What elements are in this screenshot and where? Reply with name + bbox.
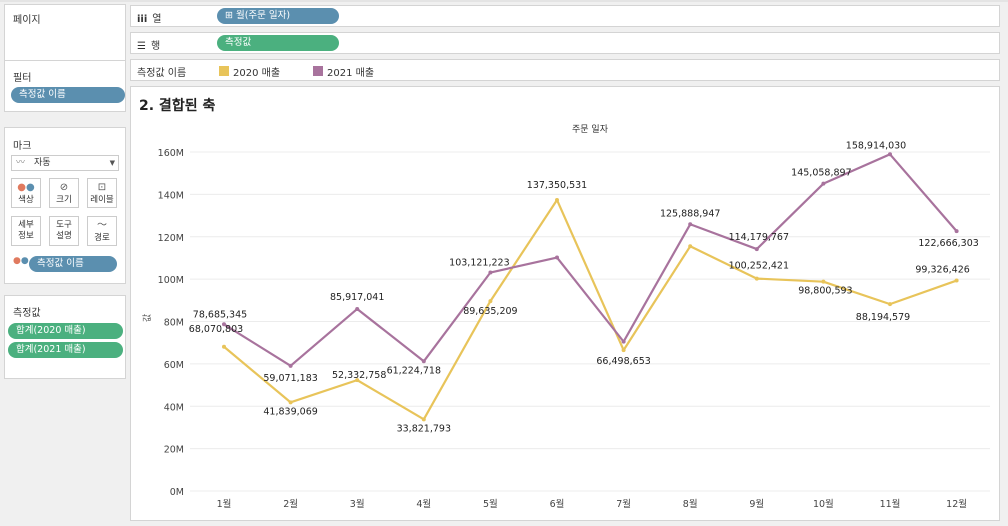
- label-icon: ⊡: [97, 182, 107, 193]
- columns-icon: iii: [137, 14, 148, 25]
- tooltip-button-label-1: 도구: [56, 220, 72, 230]
- legend-label-2020[interactable]: 2020 매출: [233, 68, 281, 79]
- mark-type-value: 자동: [34, 158, 51, 168]
- marks-card[interactable]: 마크 〰 자동 ▼ ●● 색상 ⊘ 크기 ⊡ 레이블 세부 정보 도구 설명 〜…: [4, 127, 126, 284]
- filters-card[interactable]: 필터 측정값 이름: [4, 60, 126, 112]
- rows-shelf[interactable]: ☰ 행 측정값: [130, 32, 1000, 54]
- pages-title: 페이지: [13, 15, 41, 26]
- chart-panel: 2. 결합된 축: [130, 86, 1000, 521]
- tooltip-button-label-2: 설명: [56, 231, 72, 241]
- size-icon: ⊘: [59, 182, 69, 193]
- rows-label-text: 행: [150, 41, 161, 52]
- detail-button-label-2: 정보: [18, 231, 34, 241]
- marks-pill-measure-names[interactable]: 측정값 이름: [29, 256, 117, 272]
- marks-title: 마크: [13, 141, 32, 152]
- path-button[interactable]: 〜 경로: [87, 216, 117, 246]
- detail-button[interactable]: 세부 정보: [11, 216, 41, 246]
- legend-swatch-2020: [219, 66, 229, 76]
- size-button[interactable]: ⊘ 크기: [49, 178, 79, 208]
- measure-values-card[interactable]: 측정값 합계(2020 매출) 합계(2021 매출): [4, 295, 126, 379]
- pages-card[interactable]: 페이지: [4, 4, 126, 64]
- legend-row: 측정값 이름 2020 매출 2021 매출: [130, 59, 1000, 81]
- measure-pill-2021[interactable]: 합계(2021 매출): [8, 342, 123, 358]
- size-button-label: 크기: [56, 195, 72, 205]
- color-button[interactable]: ●● 색상: [11, 178, 41, 208]
- label-button-label: 레이블: [90, 195, 114, 205]
- path-button-label: 경로: [94, 233, 110, 243]
- legend-swatch-2021: [313, 66, 323, 76]
- filter-pill-measure-names[interactable]: 측정값 이름: [11, 87, 125, 103]
- line-mark-icon: 〰: [16, 158, 26, 168]
- chevron-down-icon: ▼: [109, 159, 115, 167]
- measure-pill-2020[interactable]: 합계(2020 매출): [8, 323, 123, 339]
- top-border: [0, 0, 1008, 2]
- detail-button-label-1: 세부: [18, 220, 34, 230]
- sheet-title: 2. 결합된 축: [139, 98, 216, 114]
- color-dots-icon: ●●: [13, 256, 29, 266]
- columns-shelf[interactable]: iii 열 ⊞ 월(주문 일자): [130, 5, 1000, 27]
- mark-type-dropdown[interactable]: 〰 자동 ▼: [11, 155, 119, 171]
- columns-pill-month[interactable]: ⊞ 월(주문 일자): [217, 8, 339, 24]
- measure-values-title: 측정값: [13, 308, 41, 319]
- color-dots-icon: ●●: [17, 182, 35, 193]
- rows-icon: ☰: [137, 41, 146, 52]
- legend-label-2021[interactable]: 2021 매출: [327, 68, 375, 79]
- path-icon: 〜: [97, 220, 107, 231]
- filters-title: 필터: [13, 73, 32, 84]
- color-button-label: 색상: [18, 195, 34, 205]
- rows-pill-measure-values[interactable]: 측정값: [217, 35, 339, 51]
- rows-shelf-label: ☰ 행: [137, 37, 160, 52]
- legend-title: 측정값 이름: [137, 68, 187, 79]
- columns-shelf-label: iii 열: [137, 10, 162, 25]
- columns-label-text: 열: [152, 14, 162, 25]
- tooltip-button[interactable]: 도구 설명: [49, 216, 79, 246]
- label-button[interactable]: ⊡ 레이블: [87, 178, 117, 208]
